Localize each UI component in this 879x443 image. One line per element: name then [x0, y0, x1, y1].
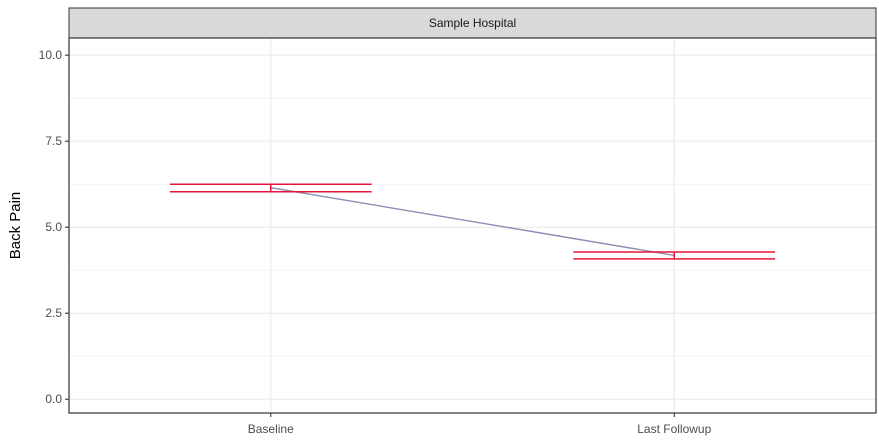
y-tick-label: 5.0: [45, 220, 62, 234]
y-tick-label: 0.0: [45, 392, 62, 406]
facet-strip: Sample Hospital: [68, 7, 877, 39]
axes: 0.0 2.5 5.0 7.5 10.0 Baseline Last Followup: [39, 48, 712, 436]
facet-strip-background: [68, 7, 877, 39]
x-tick-label: Last Followup: [637, 422, 711, 436]
plot-data: [169, 183, 776, 260]
y-tick-label: 2.5: [45, 306, 62, 320]
x-tick-label: Baseline: [248, 422, 294, 436]
series-line: [270, 186, 675, 257]
y-tick-label: 10.0: [39, 48, 63, 62]
facet-strip-label: Sample Hospital: [429, 16, 516, 30]
panel-border: [68, 37, 877, 414]
error-bar: [573, 251, 776, 260]
error-bar: [169, 183, 372, 193]
y-axis-title: Back Pain: [7, 192, 24, 260]
y-tick-label: 7.5: [45, 134, 62, 148]
gridlines: [69, 38, 876, 413]
